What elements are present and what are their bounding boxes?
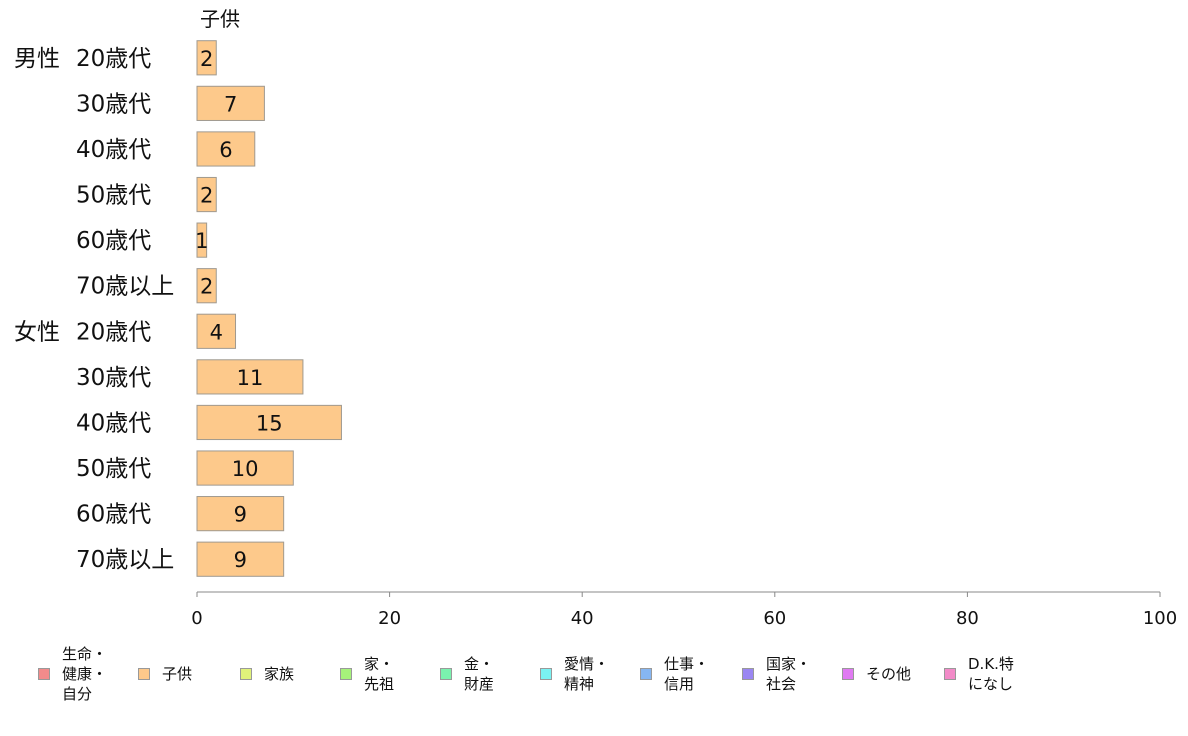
bar: [196, 359, 304, 395]
series-title: 子供: [200, 7, 240, 31]
legend-item: 国家・ 社会: [742, 640, 811, 708]
legend-label: 愛情・ 精神: [564, 655, 610, 693]
category-label: 70歳以上: [76, 274, 174, 300]
legend-swatch: [240, 668, 252, 680]
category-label: 30歳代: [76, 91, 151, 117]
legend: 生命・ 健康・ 自分 子供 家族 家・ 先祖 金・ 財産 愛情・ 精神 仕事・ 信用 国家・ …: [0, 640, 1188, 720]
legend-label: その他: [866, 665, 912, 683]
legend-item: 愛情・ 精神: [540, 640, 609, 708]
bar: [196, 496, 285, 532]
x-tick-label: 80: [956, 608, 979, 629]
bar: [196, 268, 217, 304]
category-label: 20歳代: [76, 46, 151, 72]
legend-item: D.K.特 になし: [944, 640, 1014, 708]
category-label: 60歳代: [76, 228, 151, 254]
legend-label: 生命・ 健康・ 自分: [62, 645, 108, 703]
legend-label: 子供: [162, 665, 193, 683]
category-label: 30歳代: [76, 365, 151, 391]
legend-item: 家・ 先祖: [340, 640, 394, 708]
bar-value-label: 4: [210, 320, 223, 344]
bar: [196, 222, 208, 258]
bar-value-label: 9: [234, 503, 247, 527]
legend-swatch: [640, 668, 652, 680]
legend-item: 仕事・ 信用: [640, 640, 709, 708]
legend-item: 生命・ 健康・ 自分: [38, 640, 107, 708]
legend-swatch: [842, 668, 854, 680]
bar-value-label: 10: [232, 457, 259, 481]
legend-label: 家族: [264, 665, 295, 683]
legend-swatch: [944, 668, 956, 680]
bar-value-label: 11: [237, 366, 264, 390]
legend-label: D.K.特 になし: [968, 655, 1014, 693]
legend-swatch: [38, 668, 50, 680]
group-label: 女性: [14, 319, 60, 345]
bar-value-label: 15: [256, 411, 283, 435]
legend-label: 家・ 先祖: [364, 655, 395, 693]
legend-swatch: [440, 668, 452, 680]
category-label: 60歳代: [76, 502, 151, 528]
legend-label: 仕事・ 信用: [664, 655, 710, 693]
bar-value-label: 7: [224, 92, 237, 116]
bar-value-label: 2: [200, 184, 213, 208]
x-tick-label: 0: [191, 608, 202, 629]
bar-value-label: 9: [234, 548, 247, 572]
legend-item: 金・ 財産: [440, 640, 494, 708]
category-label: 70歳以上: [76, 547, 174, 573]
legend-label: 国家・ 社会: [766, 655, 812, 693]
bar: [196, 176, 217, 213]
bar-value-label: 1: [195, 229, 208, 253]
legend-item: 子供: [138, 640, 192, 708]
category-label: 20歳代: [76, 319, 151, 345]
legend-swatch: [742, 668, 754, 680]
category-label: 50歳代: [76, 456, 151, 482]
legend-swatch: [340, 668, 352, 680]
legend-label: 金・ 財産: [464, 655, 495, 693]
bar-chart: 子供 220歳代男性730歳代640歳代250歳代160歳代270歳以上420歳…: [14, 7, 1177, 629]
x-tick-label: 40: [571, 608, 594, 629]
legend-swatch: [138, 668, 150, 680]
group-label: 男性: [14, 46, 60, 72]
bar: [196, 131, 256, 167]
legend-item: その他: [842, 640, 911, 708]
x-tick-label: 100: [1143, 608, 1177, 629]
bar: [196, 40, 217, 76]
bar-value-label: 6: [219, 138, 232, 162]
bar: [196, 541, 285, 577]
category-label: 50歳代: [76, 183, 151, 209]
bar: [196, 313, 237, 349]
category-label: 40歳代: [76, 137, 151, 163]
legend-item: 家族: [240, 640, 294, 708]
bar: [196, 450, 294, 486]
x-tick-label: 20: [378, 608, 401, 629]
x-tick-label: 60: [763, 608, 786, 629]
bar-value-label: 2: [200, 275, 213, 299]
category-label: 40歳代: [76, 410, 151, 436]
bar-value-label: 2: [200, 47, 213, 71]
bar: [196, 404, 342, 441]
legend-swatch: [540, 668, 552, 680]
bar: [196, 85, 265, 121]
